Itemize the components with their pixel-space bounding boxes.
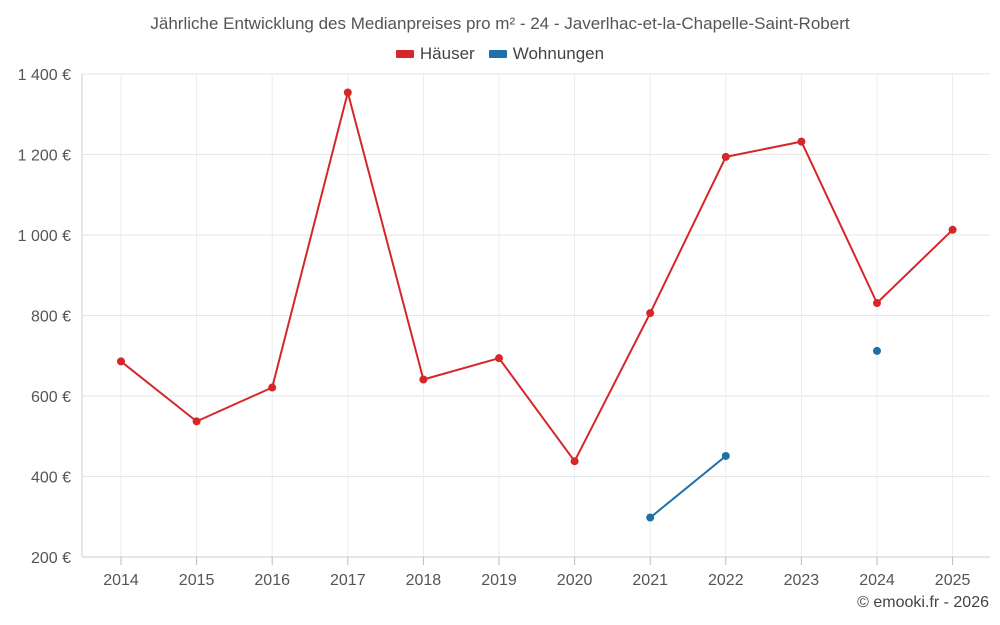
x-tick-label: 2018 bbox=[406, 572, 442, 589]
legend-swatch-hauser bbox=[395, 50, 414, 58]
legend-label-wohnungen: Wohnungen bbox=[512, 44, 605, 63]
legend-label-hauser: Häuser bbox=[419, 44, 475, 63]
x-tick-label: 2022 bbox=[708, 572, 744, 589]
copyright-credit: © emooki.fr - 2026 bbox=[857, 594, 989, 611]
data-point-hauser bbox=[570, 457, 579, 466]
data-point-hauser bbox=[873, 299, 881, 308]
data-point-hauser bbox=[268, 383, 277, 392]
x-tick-label: 2017 bbox=[330, 572, 366, 589]
data-point-hauser bbox=[646, 309, 655, 318]
x-tick-label: 2019 bbox=[481, 572, 517, 589]
y-tick-label: 400 € bbox=[31, 470, 71, 487]
data-point-hauser bbox=[192, 417, 201, 426]
x-tick-label: 2015 bbox=[179, 572, 215, 589]
data-point-hauser bbox=[419, 375, 428, 384]
x-tick-label: 2016 bbox=[254, 572, 290, 589]
y-tick-label: 1 000 € bbox=[18, 228, 71, 245]
y-tick-label: 1 200 € bbox=[18, 148, 71, 165]
data-point-hauser bbox=[948, 225, 957, 234]
data-point-wohnungen bbox=[721, 451, 730, 460]
data-point-hauser bbox=[721, 152, 730, 161]
y-tick-label: 800 € bbox=[31, 309, 71, 326]
data-point-wohnungen bbox=[646, 513, 655, 522]
data-point-hauser bbox=[495, 354, 503, 363]
data-point-wohnungen bbox=[873, 346, 881, 355]
data-point-hauser bbox=[343, 88, 352, 97]
data-point-hauser bbox=[797, 137, 806, 146]
series-line-hauser bbox=[120, 91, 954, 463]
x-tick-label: 2014 bbox=[103, 572, 139, 589]
data-point-hauser bbox=[117, 357, 125, 366]
chart-title: Jährliche Entwicklung des Medianpreises … bbox=[150, 14, 850, 33]
legend-item-wohnungen[interactable]: Wohnungen bbox=[488, 44, 605, 64]
x-tick-label: 2020 bbox=[557, 572, 593, 589]
series-line-wohnungen bbox=[649, 455, 727, 519]
legend: Häuser Wohnungen bbox=[0, 44, 1000, 64]
x-tick-label: 2024 bbox=[859, 572, 895, 589]
legend-item-hauser[interactable]: Häuser bbox=[395, 44, 475, 64]
x-tick-label: 2021 bbox=[632, 572, 668, 589]
x-tick-label: 2025 bbox=[935, 572, 971, 589]
legend-swatch-wohnungen bbox=[488, 50, 507, 58]
y-tick-label: 200 € bbox=[31, 550, 71, 567]
x-tick-label: 2023 bbox=[784, 572, 820, 589]
y-tick-label: 1 400 € bbox=[18, 67, 71, 84]
y-tick-label: 600 € bbox=[31, 389, 71, 406]
